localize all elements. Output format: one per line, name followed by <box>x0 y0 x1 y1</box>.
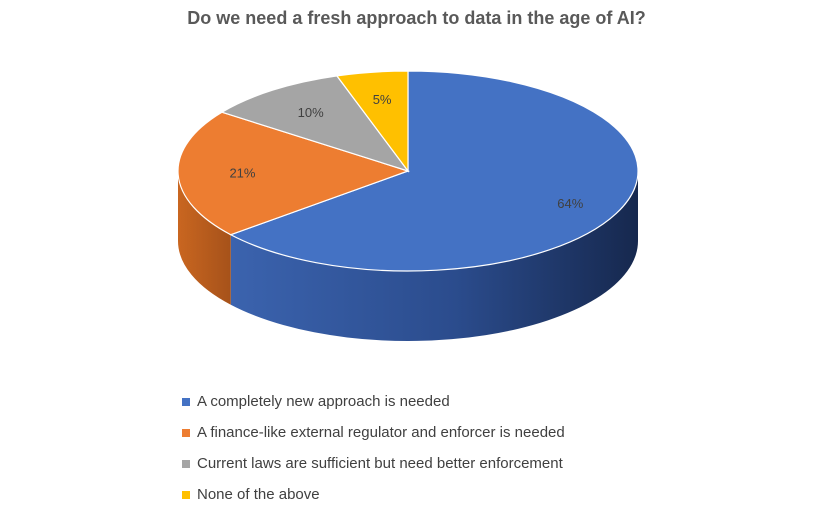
legend-item: A finance-like external regulator and en… <box>182 417 565 448</box>
pie-slice-3 <box>335 70 409 173</box>
legend-item: A completely new approach is needed <box>182 386 565 417</box>
legend-item: Current laws are sufficient but need bet… <box>182 448 565 479</box>
pie-slice-2 <box>220 75 410 173</box>
legend-label: A finance-like external regulator and en… <box>197 424 565 441</box>
slice-data-label: 64% <box>557 196 583 211</box>
legend-swatch <box>182 397 190 406</box>
legend-label: Current laws are sufficient but need bet… <box>197 455 563 472</box>
legend-swatch <box>182 490 190 499</box>
slice-data-label: 10% <box>298 105 324 120</box>
slice-data-label: 21% <box>229 165 255 180</box>
legend: A completely new approach is needed A fin… <box>182 386 565 510</box>
legend-label: None of the above <box>197 486 320 503</box>
legend-swatch <box>182 428 190 437</box>
pie-slice-1 <box>177 111 410 236</box>
pie-chart: 64% 21% 10% 5% <box>177 70 639 341</box>
slice-data-label: 5% <box>373 92 392 107</box>
legend-item: None of the above <box>182 479 565 510</box>
chart-title: Do we need a fresh approach to data in t… <box>187 8 646 28</box>
legend-swatch <box>182 459 190 468</box>
legend-label: A completely new approach is needed <box>197 393 450 410</box>
pie-slice-0 <box>229 70 639 272</box>
pie-side-0 <box>230 171 638 341</box>
